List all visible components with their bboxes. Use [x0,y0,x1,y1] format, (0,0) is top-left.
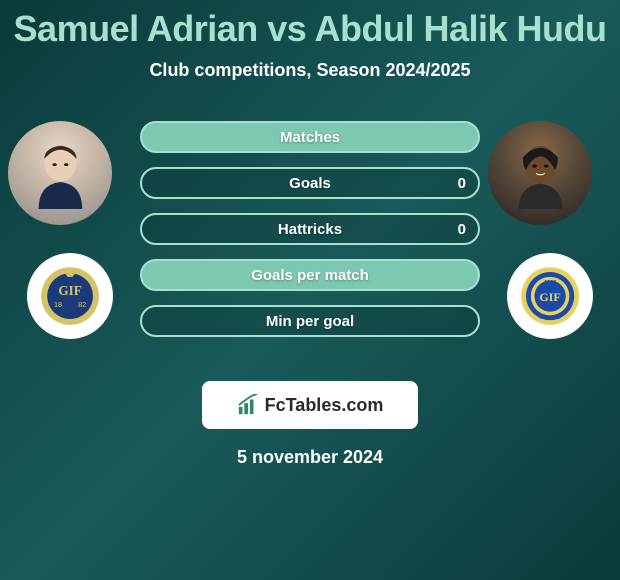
club-right-badge: GIF 1903 SUNDSVALL [507,253,593,339]
page-subtitle: Club competitions, Season 2024/2025 [0,60,620,81]
stat-row: Hattricks 0 [140,213,480,245]
chart-icon [237,394,259,416]
stat-label: Goals per match [251,267,369,284]
comparison-panel: GIF 18 82 GIF 1903 SUNDSVALL Matches Goal… [0,121,620,381]
player-silhouette-icon [24,137,97,210]
crest-year: 1903 [544,280,556,286]
club-crest-icon: GIF 1903 SUNDSVALL [520,266,580,326]
club-crest-icon: GIF 18 82 [40,266,100,326]
crest-text: GIF [539,290,560,304]
stat-label: Min per goal [266,313,354,330]
player-left-avatar [8,121,112,225]
crest-year-1: 18 [54,300,62,309]
stat-label: Goals [289,175,331,192]
crest-year-2: 82 [78,300,86,309]
crest-city: SUNDSVALL [539,316,560,320]
stat-row: Goals per match [140,259,480,291]
logo-text: FcTables.com [265,395,384,416]
snapshot-date: 5 november 2024 [0,447,620,468]
stat-value-right: 0 [458,175,466,192]
player-right-avatar [488,121,592,225]
crest-text: GIF [58,283,82,298]
player-silhouette-icon [504,137,577,210]
stat-row: Goals 0 [140,167,480,199]
stat-label: Matches [280,129,340,146]
stat-bars: Matches Goals 0 Hattricks 0 Goals per match Mi… [140,121,480,351]
club-left-badge: GIF 18 82 [27,253,113,339]
stat-label: Hattricks [278,221,342,238]
stat-row: Matches [140,121,480,153]
fctables-logo: FcTables.com [202,381,418,429]
stat-row: Min per goal [140,305,480,337]
page-title: Samuel Adrian vs Abdul Halik Hudu [0,0,620,50]
stat-value-right: 0 [458,221,466,238]
